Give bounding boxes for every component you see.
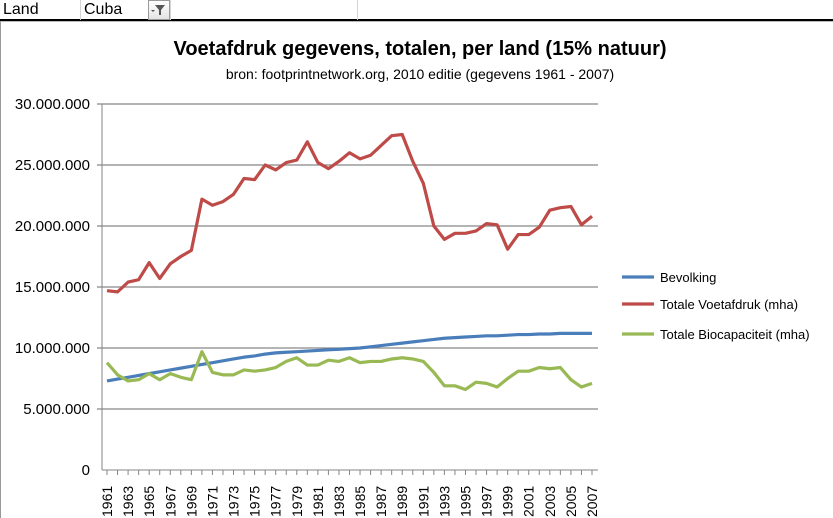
x-tick-label: 1971 bbox=[204, 486, 220, 517]
y-tick-label: 20.000.000 bbox=[15, 218, 90, 235]
cell-divider bbox=[170, 0, 171, 20]
x-tick-label: 1981 bbox=[310, 486, 326, 517]
x-tick-label: 1967 bbox=[162, 486, 178, 517]
chart-subtitle: bron: footprintnetwork.org, 2010 editie … bbox=[226, 66, 614, 82]
x-tick-label: 1987 bbox=[373, 486, 389, 517]
cell-divider bbox=[80, 0, 81, 20]
filter-value-cell[interactable]: Cuba bbox=[84, 1, 123, 18]
x-tick-label: 1975 bbox=[247, 486, 263, 517]
legend-label: Totale Biocapaciteit (mha) bbox=[660, 327, 810, 342]
x-tick-label: 1989 bbox=[394, 486, 410, 517]
legend-label: Totale Voetafdruk (mha) bbox=[660, 297, 798, 312]
x-tick-label: 1965 bbox=[141, 486, 157, 517]
x-tick-label: 1983 bbox=[331, 486, 347, 517]
legend-label: Bevolking bbox=[660, 270, 716, 285]
y-tick-label: 30.000.000 bbox=[15, 96, 90, 113]
chart-title: Voetafdruk gegevens, totalen, per land (… bbox=[173, 38, 666, 60]
filter-row: Land Cuba bbox=[0, 0, 833, 21]
x-tick-label: 1963 bbox=[120, 486, 136, 517]
x-tick-label: 2007 bbox=[584, 486, 600, 517]
filter-dropdown-button[interactable] bbox=[148, 0, 170, 20]
x-tick-label: 1961 bbox=[99, 486, 115, 517]
x-tick-label: 2003 bbox=[542, 486, 558, 517]
filter-label-cell[interactable]: Land bbox=[3, 1, 39, 18]
series-line-1 bbox=[106, 132, 594, 294]
x-tick-label: 1977 bbox=[268, 486, 284, 517]
x-tick-label: 1999 bbox=[500, 486, 516, 517]
x-tick-label: 1985 bbox=[352, 486, 368, 517]
x-tick-label: 1973 bbox=[226, 486, 242, 517]
x-tick-label: 2005 bbox=[563, 486, 579, 517]
x-tick-label: 1979 bbox=[289, 486, 305, 517]
y-tick-label: 0 bbox=[82, 462, 90, 479]
chart-area[interactable] bbox=[0, 21, 833, 518]
x-tick-label: 2001 bbox=[521, 486, 537, 517]
y-tick-label: 25.000.000 bbox=[15, 157, 90, 174]
x-tick-label: 1993 bbox=[436, 486, 452, 517]
x-tick-label: 1995 bbox=[457, 486, 473, 517]
x-tick-label: 1997 bbox=[479, 486, 495, 517]
series-line-0 bbox=[106, 331, 592, 383]
x-tick-label: 1991 bbox=[415, 486, 431, 517]
series-line-2 bbox=[105, 350, 593, 392]
y-tick-label: 10.000.000 bbox=[15, 340, 90, 357]
cell-divider bbox=[357, 0, 358, 20]
x-tick-label: 1969 bbox=[183, 486, 199, 517]
y-tick-label: 15.000.000 bbox=[15, 279, 90, 296]
filter-dropdown-icon bbox=[151, 5, 165, 15]
y-tick-label: 5.000.000 bbox=[23, 401, 90, 418]
